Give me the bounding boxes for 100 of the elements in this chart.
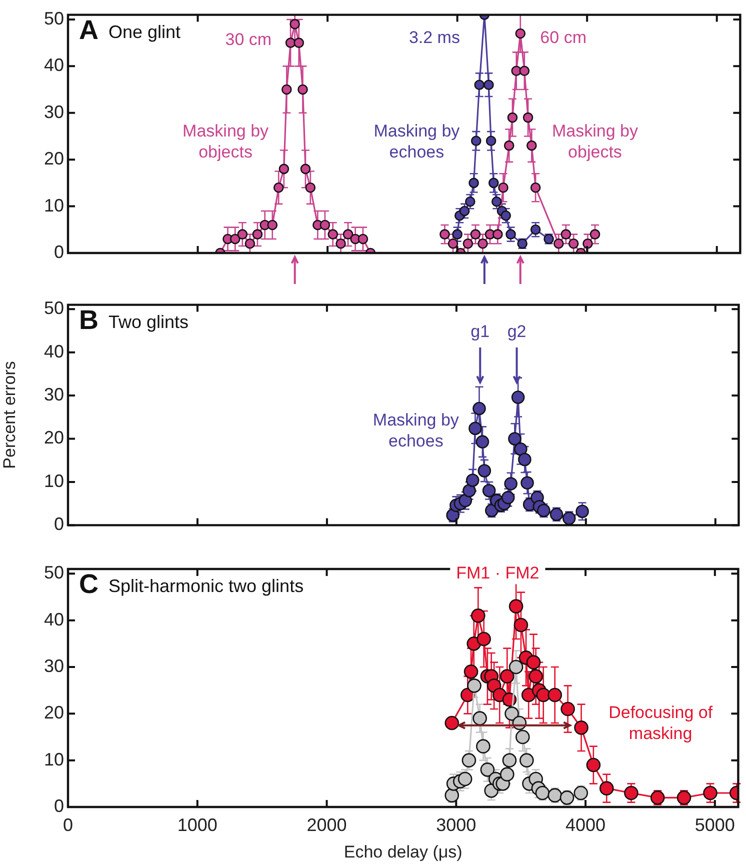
point (320, 220, 330, 230)
point (548, 788, 562, 802)
point (468, 422, 482, 436)
y-tick-label: 20 (44, 428, 64, 448)
point (590, 229, 600, 240)
chart-title: B Two glints (79, 304, 189, 335)
point (536, 688, 550, 702)
point (474, 80, 485, 90)
point (480, 762, 495, 777)
point (676, 790, 692, 805)
point (462, 753, 476, 768)
x-tick-label: 3000 (436, 814, 476, 835)
y-tick-label: 10 (44, 749, 64, 770)
point (560, 702, 575, 716)
point (504, 477, 518, 490)
point (521, 688, 536, 702)
point (478, 238, 488, 249)
point (520, 753, 534, 768)
y-tick-label: 0 (54, 514, 64, 534)
point (484, 80, 494, 90)
point (498, 182, 508, 193)
point (278, 164, 290, 174)
point (504, 706, 519, 721)
point (528, 669, 543, 684)
point (285, 38, 296, 48)
point (507, 112, 518, 123)
y-tick-label: 30 (44, 102, 64, 122)
point (336, 238, 346, 249)
point (328, 229, 338, 240)
y-tick-label: 30 (44, 384, 64, 405)
point (470, 136, 482, 146)
point (514, 618, 528, 632)
point (560, 229, 572, 240)
point (488, 178, 499, 188)
point (522, 112, 534, 123)
annotation: Defocusing of masking (608, 703, 713, 744)
point (468, 178, 479, 188)
y-tick-label: 0 (54, 796, 64, 816)
point (476, 435, 490, 448)
point (548, 688, 562, 702)
point (294, 38, 304, 48)
point (530, 224, 541, 235)
point (267, 220, 278, 230)
point (458, 494, 472, 508)
point (526, 140, 537, 151)
annotation: Masking by objects (182, 121, 270, 162)
y-axis-title: Percent errors (0, 361, 19, 469)
point (508, 432, 522, 446)
point (467, 678, 482, 693)
annotation: FM1 · FM2 (456, 563, 540, 582)
point (500, 767, 514, 782)
point (599, 781, 614, 796)
point (466, 474, 480, 487)
point (703, 786, 718, 800)
point (342, 229, 354, 240)
point (491, 196, 502, 207)
point (472, 711, 487, 726)
point (273, 182, 284, 193)
y-tick-label: 50 (44, 8, 64, 28)
point (462, 238, 474, 249)
point (520, 476, 534, 490)
point (576, 504, 589, 518)
point (476, 739, 490, 754)
point (514, 442, 528, 456)
y-tick-label: 50 (44, 562, 64, 583)
point (230, 234, 240, 244)
point (462, 484, 476, 498)
point (511, 390, 525, 404)
point (582, 238, 593, 249)
y-tick-label: 20 (44, 148, 64, 169)
point (518, 452, 532, 466)
point (476, 632, 491, 646)
point (470, 608, 486, 623)
point (290, 18, 300, 30)
point (526, 655, 541, 670)
point (506, 229, 516, 240)
y-tick-label: 40 (44, 609, 64, 630)
chart-title: C Split-harmonic two glints (79, 569, 304, 599)
y-tick-label: 30 (44, 656, 64, 676)
x-tick-label: 1000 (177, 814, 218, 835)
x-axis-title: Echo delay (μs) (344, 842, 462, 862)
point (298, 84, 308, 95)
annotation: 30 cm (225, 30, 272, 50)
y-tick-label: 10 (44, 470, 64, 491)
point (586, 758, 601, 772)
point (244, 238, 256, 249)
annotation: Masking by echoes (372, 410, 460, 451)
y-tick-label: 0 (54, 242, 64, 262)
x-tick-label: 2000 (306, 814, 347, 835)
point (486, 136, 496, 146)
y-tick-label: 10 (44, 195, 64, 216)
point (465, 196, 476, 207)
point (500, 669, 514, 684)
point (482, 484, 496, 498)
point (501, 490, 515, 504)
annotation: Masking by objects (552, 121, 638, 162)
point (554, 238, 564, 249)
x-tick-label: 4000 (566, 814, 606, 835)
point (574, 720, 588, 735)
point (516, 730, 530, 744)
